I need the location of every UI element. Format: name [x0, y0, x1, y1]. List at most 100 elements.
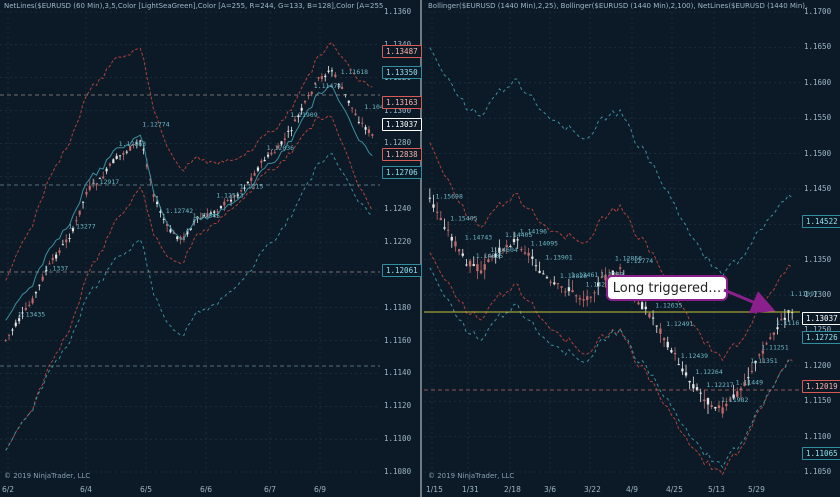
candle-body: [684, 372, 688, 376]
candle-body: [38, 284, 41, 286]
candle-body: [330, 70, 334, 72]
candle-body: [85, 191, 88, 195]
candle-body: [560, 286, 563, 288]
level-annotation: 1.10401: [364, 103, 391, 111]
candle-body: [640, 302, 644, 310]
level-annotation: 1.13277: [68, 222, 95, 230]
bollinger-upper: [429, 142, 793, 362]
candle-body: [68, 238, 71, 240]
level-annotation: 1.12774: [626, 257, 653, 265]
candle-body: [122, 153, 125, 155]
copyright-text: © 2019 NinjaTrader, LLC: [428, 472, 515, 480]
level-annotation: 1.1337: [45, 265, 69, 273]
candle-body: [34, 292, 38, 294]
candle-body: [523, 252, 527, 254]
candle-body: [44, 270, 48, 272]
candle-body: [324, 75, 327, 78]
chart-panel-60min[interactable]: 1.13435 1.1337 1.13277 1.12917 1.12863 1.1277…: [0, 0, 422, 497]
candle-body: [454, 241, 457, 247]
price-tick-label: 1.1550: [804, 113, 832, 123]
candle-body: [48, 263, 51, 265]
price-tick-label: 1.1300: [804, 290, 832, 300]
level-annotation: 1.12742: [166, 207, 193, 215]
candle-body: [233, 195, 236, 198]
price-tag: 1.11065: [802, 447, 840, 460]
candle-body: [186, 230, 189, 235]
level-annotation: 1.15698: [435, 192, 462, 200]
price-tick-label: 1.1450: [804, 183, 832, 193]
price-tick-label: 1.1100: [804, 431, 832, 441]
candle-body: [586, 296, 589, 301]
candle-body: [589, 296, 593, 298]
candle-body: [41, 276, 44, 281]
candle-body: [24, 307, 27, 310]
candle-body: [692, 384, 695, 389]
price-tick-label: 1.1080: [384, 467, 412, 476]
upper-band: [5, 42, 373, 281]
date-tick-label: 5/29: [748, 485, 765, 494]
price-chart-60min[interactable]: 1.13435 1.1337 1.13277 1.12917 1.12863 1.1277…: [0, 0, 420, 497]
candle-body: [139, 140, 142, 142]
candle-body: [662, 338, 666, 341]
level-annotation: 1.14405: [505, 231, 532, 239]
candle-body: [307, 95, 310, 97]
level-annotation: 1.11251: [761, 344, 788, 352]
candle-body: [203, 215, 206, 217]
price-tag: 1.13350: [382, 66, 422, 79]
date-tick-label: 6/9: [314, 485, 327, 494]
candle-body: [21, 312, 24, 314]
candle-body: [320, 76, 323, 80]
candle-body: [357, 121, 360, 123]
candle-body: [717, 405, 721, 408]
candle-body: [651, 317, 655, 319]
candle-body: [364, 127, 367, 130]
candle-body: [371, 134, 374, 136]
date-tick-label: 4/9: [626, 485, 639, 494]
candle-body: [176, 236, 179, 240]
date-tick-label: 6/2: [2, 485, 15, 494]
price-tick-label: 1.1240: [384, 204, 412, 214]
candle-body: [534, 265, 538, 267]
candle-body: [293, 119, 297, 122]
candle-body: [618, 267, 622, 269]
outer-band: [5, 153, 373, 451]
price-tag: 1.12061: [382, 264, 422, 277]
candle-body: [582, 299, 585, 301]
candle-body: [637, 302, 640, 305]
candle-body: [732, 394, 735, 399]
price-tag: 1.13163: [382, 96, 422, 109]
candle-body: [780, 319, 783, 321]
candle-body: [754, 360, 757, 364]
candle-body: [549, 281, 552, 283]
candle-body: [351, 107, 354, 109]
candle-body: [65, 239, 68, 243]
chart-panel-daily[interactable]: 1.15698 1.15405 1.14743 1.14805 1.14604 1.144…: [424, 0, 840, 497]
candle-body: [169, 229, 172, 233]
candle-body: [92, 182, 95, 184]
candle-body: [542, 273, 545, 275]
candle-body: [783, 317, 787, 320]
candle-body: [435, 211, 439, 213]
candle-body: [699, 392, 702, 394]
price-tick-label: 1.1120: [384, 401, 412, 411]
price-tag: 1.13487: [382, 45, 422, 58]
candle-body: [505, 244, 508, 247]
level-annotation: 1.12917: [92, 178, 119, 186]
candle-body: [648, 313, 651, 318]
candle-body: [206, 213, 209, 218]
candle-body: [575, 295, 578, 297]
candle-body: [337, 84, 340, 86]
candle-body: [172, 232, 175, 235]
price-tick-label: 1.1140: [384, 368, 412, 378]
candle-body: [58, 250, 61, 253]
candle-body: [553, 282, 556, 285]
date-tick-label: 1/15: [426, 485, 443, 494]
candle-body: [142, 149, 145, 151]
candle-body: [494, 253, 497, 258]
level-annotation: 1.11909: [290, 111, 317, 119]
candle-body: [263, 159, 266, 162]
candle-body: [266, 154, 270, 157]
